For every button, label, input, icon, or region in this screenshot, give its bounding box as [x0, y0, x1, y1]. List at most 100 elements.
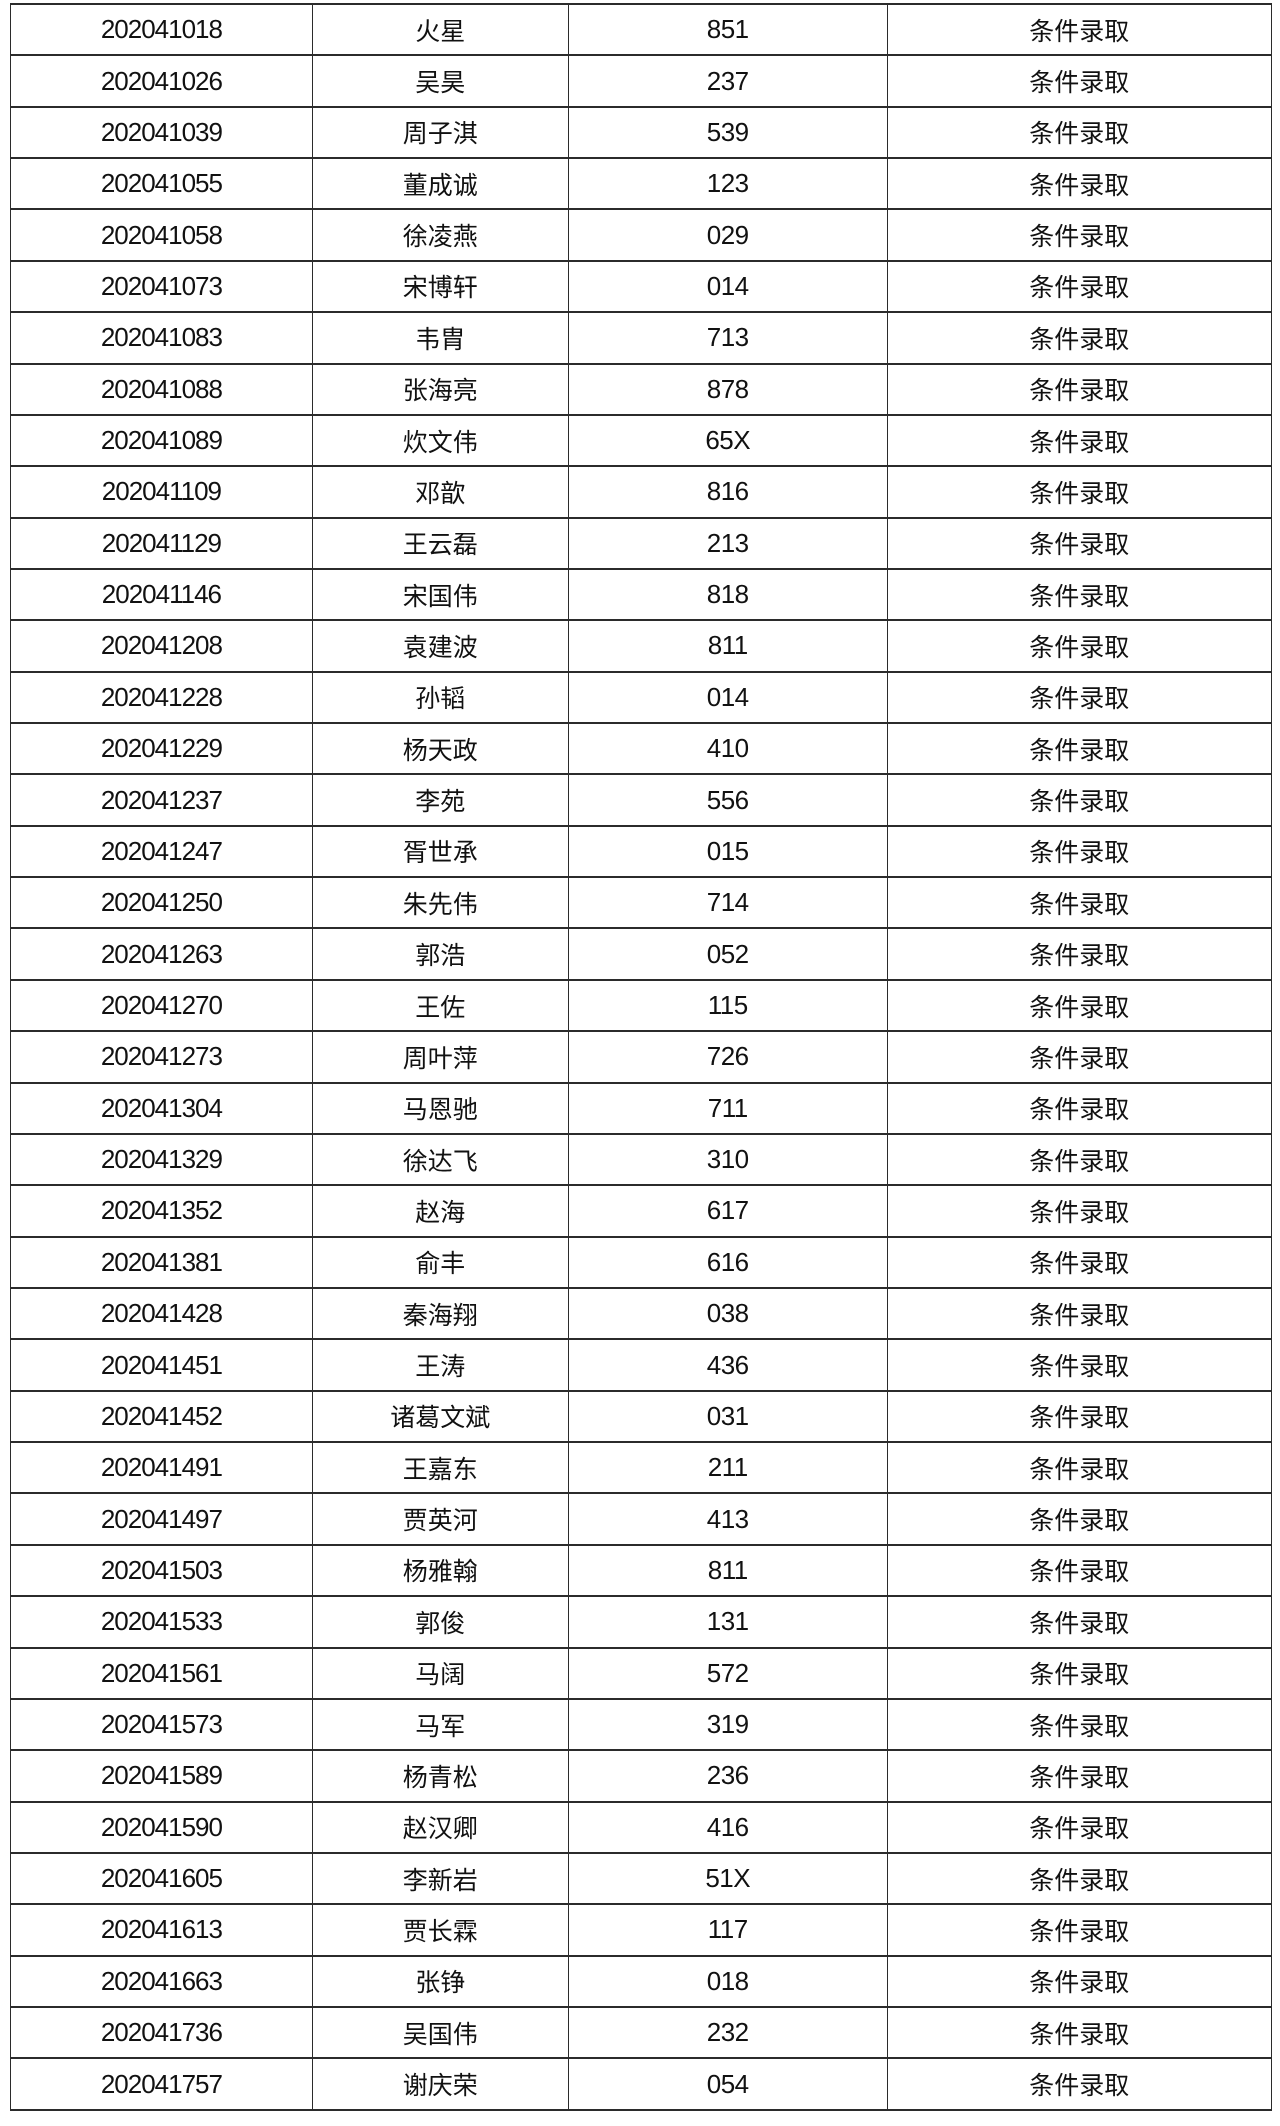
student-name-cell: 谢庆荣 [311, 2057, 569, 2111]
student-id-cell: 202041590 [10, 1800, 313, 1854]
status-cell: 条件录取 [886, 824, 1273, 879]
code-cell: 726 [567, 1030, 888, 1084]
student-id-cell: 202041073 [10, 259, 313, 314]
status-cell: 条件录取 [886, 413, 1273, 468]
table-row: 202041503 杨雅翰 811 条件录取 [10, 1543, 1273, 1598]
status-cell: 条件录取 [886, 105, 1273, 160]
code-cell: 213 [567, 516, 888, 570]
student-id-cell: 202041018 [10, 2, 313, 57]
status-cell: 条件录取 [886, 1338, 1273, 1392]
table-row: 202041129 王云磊 213 条件录取 [10, 516, 1273, 570]
code-cell: 711 [567, 1081, 888, 1135]
code-cell: 038 [567, 1286, 888, 1341]
student-name-cell: 贾长霖 [311, 1903, 569, 1957]
status-cell: 条件录取 [886, 1184, 1273, 1238]
code-cell: 556 [567, 773, 888, 827]
status-cell: 条件录取 [886, 619, 1273, 673]
student-id-cell: 202041229 [10, 722, 313, 776]
student-name-cell: 张铮 [311, 1954, 569, 2009]
code-cell: 714 [567, 876, 888, 930]
student-id-cell: 202041613 [10, 1903, 313, 1957]
status-cell: 条件录取 [886, 311, 1273, 365]
student-id-cell: 202041270 [10, 978, 313, 1033]
status-cell: 条件录取 [886, 876, 1273, 930]
status-cell: 条件录取 [886, 1903, 1273, 1957]
table-row: 202041073 宋博轩 014 条件录取 [10, 259, 1273, 314]
code-cell: 123 [567, 157, 888, 211]
student-id-cell: 202041146 [10, 567, 313, 622]
table-row: 202041451 王涛 436 条件录取 [10, 1338, 1273, 1392]
code-cell: 117 [567, 1903, 888, 1957]
status-cell: 条件录取 [886, 54, 1273, 108]
student-id-cell: 202041088 [10, 362, 313, 416]
table-row: 202041613 贾长霖 117 条件录取 [10, 1903, 1273, 1957]
code-cell: 131 [567, 1595, 888, 1649]
table-row: 202041304 马恩驰 711 条件录取 [10, 1081, 1273, 1135]
student-id-cell: 202041736 [10, 2006, 313, 2060]
table-row: 202041736 吴国伟 232 条件录取 [10, 2006, 1273, 2060]
code-cell: 015 [567, 824, 888, 879]
student-name-cell: 赵汉卿 [311, 1800, 569, 1854]
student-name-cell: 韦胄 [311, 311, 569, 365]
status-cell: 条件录取 [886, 2057, 1273, 2111]
status-cell: 条件录取 [886, 1235, 1273, 1289]
student-name-cell: 马军 [311, 1697, 569, 1752]
admission-table-body: 202041018 火星 851 条件录取 202041026 吴昊 237 条件录取 2020… [10, 2, 1273, 2111]
student-id-cell: 202041491 [10, 1441, 313, 1495]
table-row: 202041573 马军 319 条件录取 [10, 1697, 1273, 1752]
student-id-cell: 202041451 [10, 1338, 313, 1392]
student-name-cell: 吴国伟 [311, 2006, 569, 2060]
status-cell: 条件录取 [886, 1543, 1273, 1598]
code-cell: 818 [567, 567, 888, 622]
student-id-cell: 202041573 [10, 1697, 313, 1752]
student-id-cell: 202041129 [10, 516, 313, 570]
student-name-cell: 胥世承 [311, 824, 569, 879]
table-row: 202041381 俞丰 616 条件录取 [10, 1235, 1273, 1289]
student-name-cell: 宋博轩 [311, 259, 569, 314]
student-id-cell: 202041605 [10, 1851, 313, 1906]
student-id-cell: 202041237 [10, 773, 313, 827]
code-cell: 115 [567, 978, 888, 1033]
student-name-cell: 杨雅翰 [311, 1543, 569, 1598]
table-row: 202041058 徐凌燕 029 条件录取 [10, 208, 1273, 262]
table-row: 202041229 杨天政 410 条件录取 [10, 722, 1273, 776]
student-name-cell: 王涛 [311, 1338, 569, 1392]
student-name-cell: 炊文伟 [311, 413, 569, 468]
table-row: 202041273 周叶萍 726 条件录取 [10, 1030, 1273, 1084]
student-name-cell: 徐达飞 [311, 1132, 569, 1187]
student-name-cell: 俞丰 [311, 1235, 569, 1289]
table-row: 202041590 赵汉卿 416 条件录取 [10, 1800, 1273, 1854]
student-id-cell: 202041757 [10, 2057, 313, 2111]
status-cell: 条件录取 [886, 1646, 1273, 1700]
student-name-cell: 贾英河 [311, 1492, 569, 1546]
student-name-cell: 赵海 [311, 1184, 569, 1238]
table-row: 202041497 贾英河 413 条件录取 [10, 1492, 1273, 1546]
code-cell: 617 [567, 1184, 888, 1238]
student-id-cell: 202041055 [10, 157, 313, 211]
code-cell: 014 [567, 259, 888, 314]
table-row: 202041263 郭浩 052 条件录取 [10, 927, 1273, 981]
student-id-cell: 202041352 [10, 1184, 313, 1238]
status-cell: 条件录取 [886, 978, 1273, 1033]
status-cell: 条件录取 [886, 1800, 1273, 1854]
student-id-cell: 202041228 [10, 670, 313, 725]
table-row: 202041089 炊文伟 65X 条件录取 [10, 413, 1273, 468]
table-row: 202041055 董成诚 123 条件录取 [10, 157, 1273, 211]
student-name-cell: 杨青松 [311, 1749, 569, 1803]
student-id-cell: 202041589 [10, 1749, 313, 1803]
code-cell: 436 [567, 1338, 888, 1392]
student-name-cell: 宋国伟 [311, 567, 569, 622]
status-cell: 条件录取 [886, 1595, 1273, 1649]
table-row: 202041452 诸葛文斌 031 条件录取 [10, 1389, 1273, 1444]
student-name-cell: 王嘉东 [311, 1441, 569, 1495]
student-name-cell: 吴昊 [311, 54, 569, 108]
code-cell: 237 [567, 54, 888, 108]
table-row: 202041589 杨青松 236 条件录取 [10, 1749, 1273, 1803]
student-name-cell: 杨天政 [311, 722, 569, 776]
student-id-cell: 202041329 [10, 1132, 313, 1187]
student-id-cell: 202041089 [10, 413, 313, 468]
table-row: 202041026 吴昊 237 条件录取 [10, 54, 1273, 108]
table-row: 202041247 胥世承 015 条件录取 [10, 824, 1273, 879]
status-cell: 条件录取 [886, 1389, 1273, 1444]
